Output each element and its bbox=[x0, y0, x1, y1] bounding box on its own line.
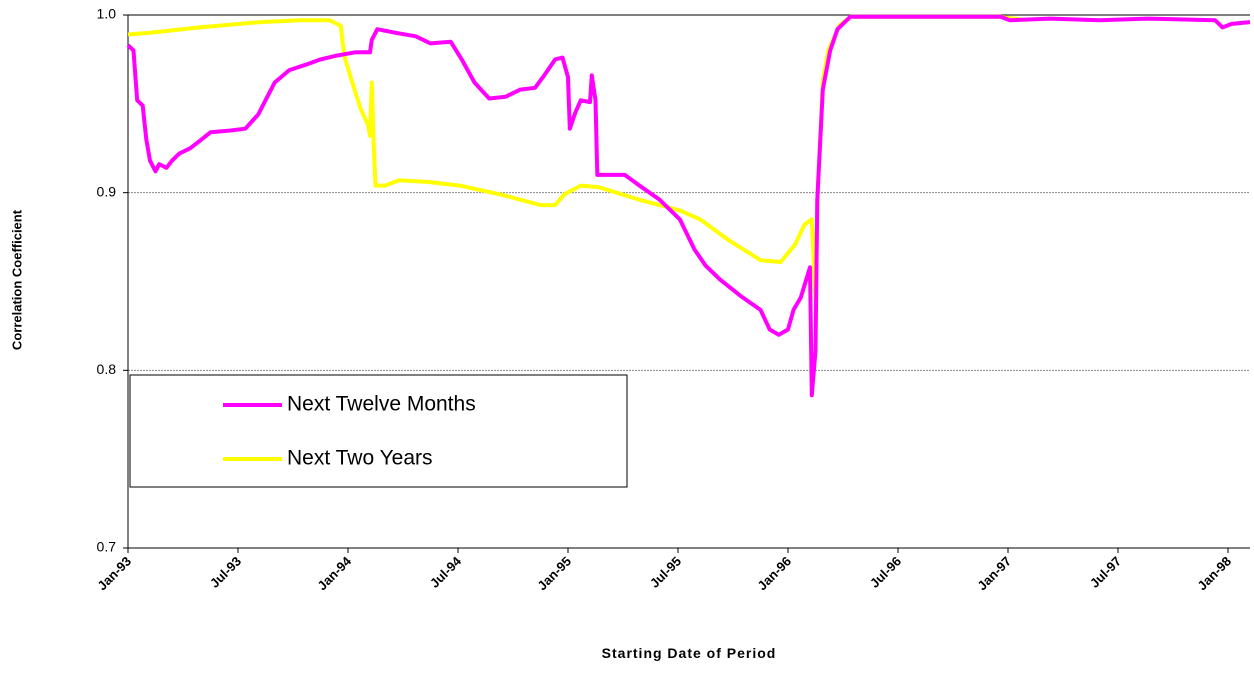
series-line bbox=[126, 14, 1251, 398]
legend-label: Next Two Years bbox=[287, 447, 433, 470]
x-tick-label: Jul-97 bbox=[1087, 554, 1124, 591]
x-tick-label: Jul-95 bbox=[647, 554, 684, 591]
legend-box bbox=[129, 374, 628, 488]
y-axis-label: Correlation Coefficient bbox=[9, 209, 24, 350]
x-tick-label: Jul-93 bbox=[207, 554, 244, 591]
legend-label: Next Twelve Months bbox=[287, 393, 476, 416]
x-tick-label: Jan-94 bbox=[314, 553, 354, 593]
series-line bbox=[127, 14, 1027, 302]
x-tick-label: Jan-96 bbox=[754, 554, 794, 594]
y-tick-label: 1.0 bbox=[97, 6, 117, 22]
x-tick-label: Jan-98 bbox=[1194, 554, 1234, 594]
x-axis-label: Starting Date of Period bbox=[602, 645, 777, 661]
x-tick-label: Jul-96 bbox=[867, 554, 904, 591]
y-tick-label: 0.9 bbox=[97, 183, 117, 199]
x-tick-label: Jan-95 bbox=[534, 554, 574, 594]
x-tick-label: Jan-93 bbox=[94, 554, 134, 594]
y-tick-label: 0.7 bbox=[97, 539, 117, 555]
x-tick-label: Jul-94 bbox=[427, 553, 465, 591]
y-tick-label: 0.8 bbox=[97, 361, 117, 377]
x-tick-label: Jan-97 bbox=[974, 554, 1014, 594]
